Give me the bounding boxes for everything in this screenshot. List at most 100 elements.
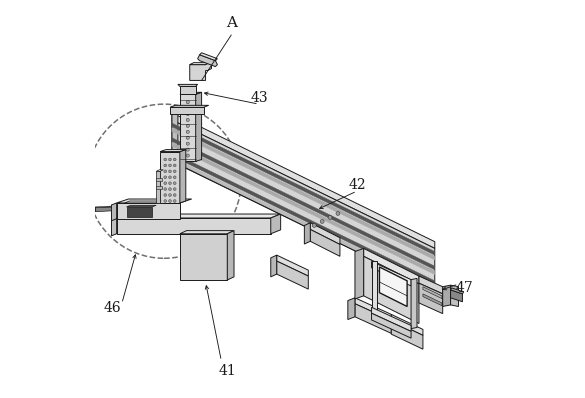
Circle shape <box>173 188 176 191</box>
Circle shape <box>173 170 176 173</box>
Polygon shape <box>95 207 96 212</box>
Polygon shape <box>172 123 435 255</box>
Text: 41: 41 <box>218 364 236 378</box>
Polygon shape <box>156 170 163 171</box>
Circle shape <box>164 164 167 167</box>
Polygon shape <box>364 256 419 324</box>
Polygon shape <box>419 276 443 294</box>
Circle shape <box>186 107 190 110</box>
Polygon shape <box>190 60 212 80</box>
Circle shape <box>186 142 190 145</box>
Polygon shape <box>178 84 198 86</box>
Circle shape <box>168 182 171 185</box>
Circle shape <box>164 188 167 191</box>
Polygon shape <box>156 171 160 203</box>
Text: 42: 42 <box>349 178 367 192</box>
Circle shape <box>173 164 176 167</box>
Circle shape <box>168 176 171 179</box>
Polygon shape <box>271 255 277 277</box>
Circle shape <box>173 158 176 161</box>
Polygon shape <box>355 304 391 334</box>
Polygon shape <box>180 94 195 162</box>
Polygon shape <box>190 62 209 64</box>
Polygon shape <box>277 261 308 289</box>
Circle shape <box>168 170 171 173</box>
Polygon shape <box>160 150 186 152</box>
Polygon shape <box>96 206 112 208</box>
Polygon shape <box>126 207 152 217</box>
Circle shape <box>168 199 171 202</box>
Polygon shape <box>172 152 435 284</box>
Polygon shape <box>172 120 435 290</box>
Polygon shape <box>443 285 450 306</box>
Polygon shape <box>172 111 178 162</box>
Circle shape <box>186 113 190 115</box>
Polygon shape <box>112 203 116 221</box>
Polygon shape <box>156 178 162 181</box>
Circle shape <box>328 215 332 219</box>
Circle shape <box>168 164 171 167</box>
Circle shape <box>320 219 324 223</box>
Polygon shape <box>310 229 340 256</box>
Polygon shape <box>355 298 391 320</box>
Text: 47: 47 <box>456 281 473 295</box>
Polygon shape <box>180 234 228 280</box>
Polygon shape <box>423 287 442 298</box>
Circle shape <box>186 130 190 133</box>
Circle shape <box>186 154 190 157</box>
Polygon shape <box>96 207 112 212</box>
Text: 46: 46 <box>104 300 122 315</box>
Text: A: A <box>226 16 237 30</box>
Polygon shape <box>304 223 310 244</box>
Polygon shape <box>172 157 435 289</box>
Polygon shape <box>172 138 435 270</box>
Polygon shape <box>126 205 156 207</box>
Circle shape <box>164 170 167 173</box>
Polygon shape <box>116 203 180 219</box>
Polygon shape <box>391 314 423 336</box>
Circle shape <box>173 176 176 179</box>
Polygon shape <box>116 218 271 234</box>
Polygon shape <box>125 201 161 203</box>
Polygon shape <box>371 261 377 310</box>
Circle shape <box>164 176 167 179</box>
Polygon shape <box>170 105 209 107</box>
Polygon shape <box>271 214 281 234</box>
Polygon shape <box>450 290 463 302</box>
Circle shape <box>168 158 171 161</box>
Polygon shape <box>391 320 423 349</box>
Polygon shape <box>411 279 417 329</box>
Circle shape <box>168 188 171 191</box>
Polygon shape <box>180 150 186 203</box>
Polygon shape <box>228 230 234 280</box>
Circle shape <box>173 199 176 202</box>
Circle shape <box>173 182 176 185</box>
Polygon shape <box>116 199 192 203</box>
Polygon shape <box>450 288 464 294</box>
Circle shape <box>164 199 167 202</box>
Polygon shape <box>199 53 218 60</box>
Text: 43: 43 <box>250 91 268 105</box>
Circle shape <box>336 211 340 215</box>
Circle shape <box>168 194 171 197</box>
Circle shape <box>312 224 316 227</box>
Polygon shape <box>450 285 459 306</box>
Circle shape <box>186 136 190 139</box>
Polygon shape <box>180 230 234 234</box>
Polygon shape <box>371 307 411 332</box>
Polygon shape <box>116 214 281 218</box>
Polygon shape <box>170 107 204 114</box>
Polygon shape <box>180 92 202 94</box>
Polygon shape <box>380 267 407 306</box>
Polygon shape <box>180 86 195 94</box>
Circle shape <box>173 194 176 197</box>
Polygon shape <box>112 218 116 236</box>
Polygon shape <box>364 248 419 284</box>
Polygon shape <box>348 298 355 320</box>
Polygon shape <box>419 283 443 314</box>
Polygon shape <box>172 113 435 248</box>
Polygon shape <box>160 152 180 203</box>
Polygon shape <box>198 55 218 66</box>
Polygon shape <box>172 142 435 275</box>
Circle shape <box>186 124 190 127</box>
